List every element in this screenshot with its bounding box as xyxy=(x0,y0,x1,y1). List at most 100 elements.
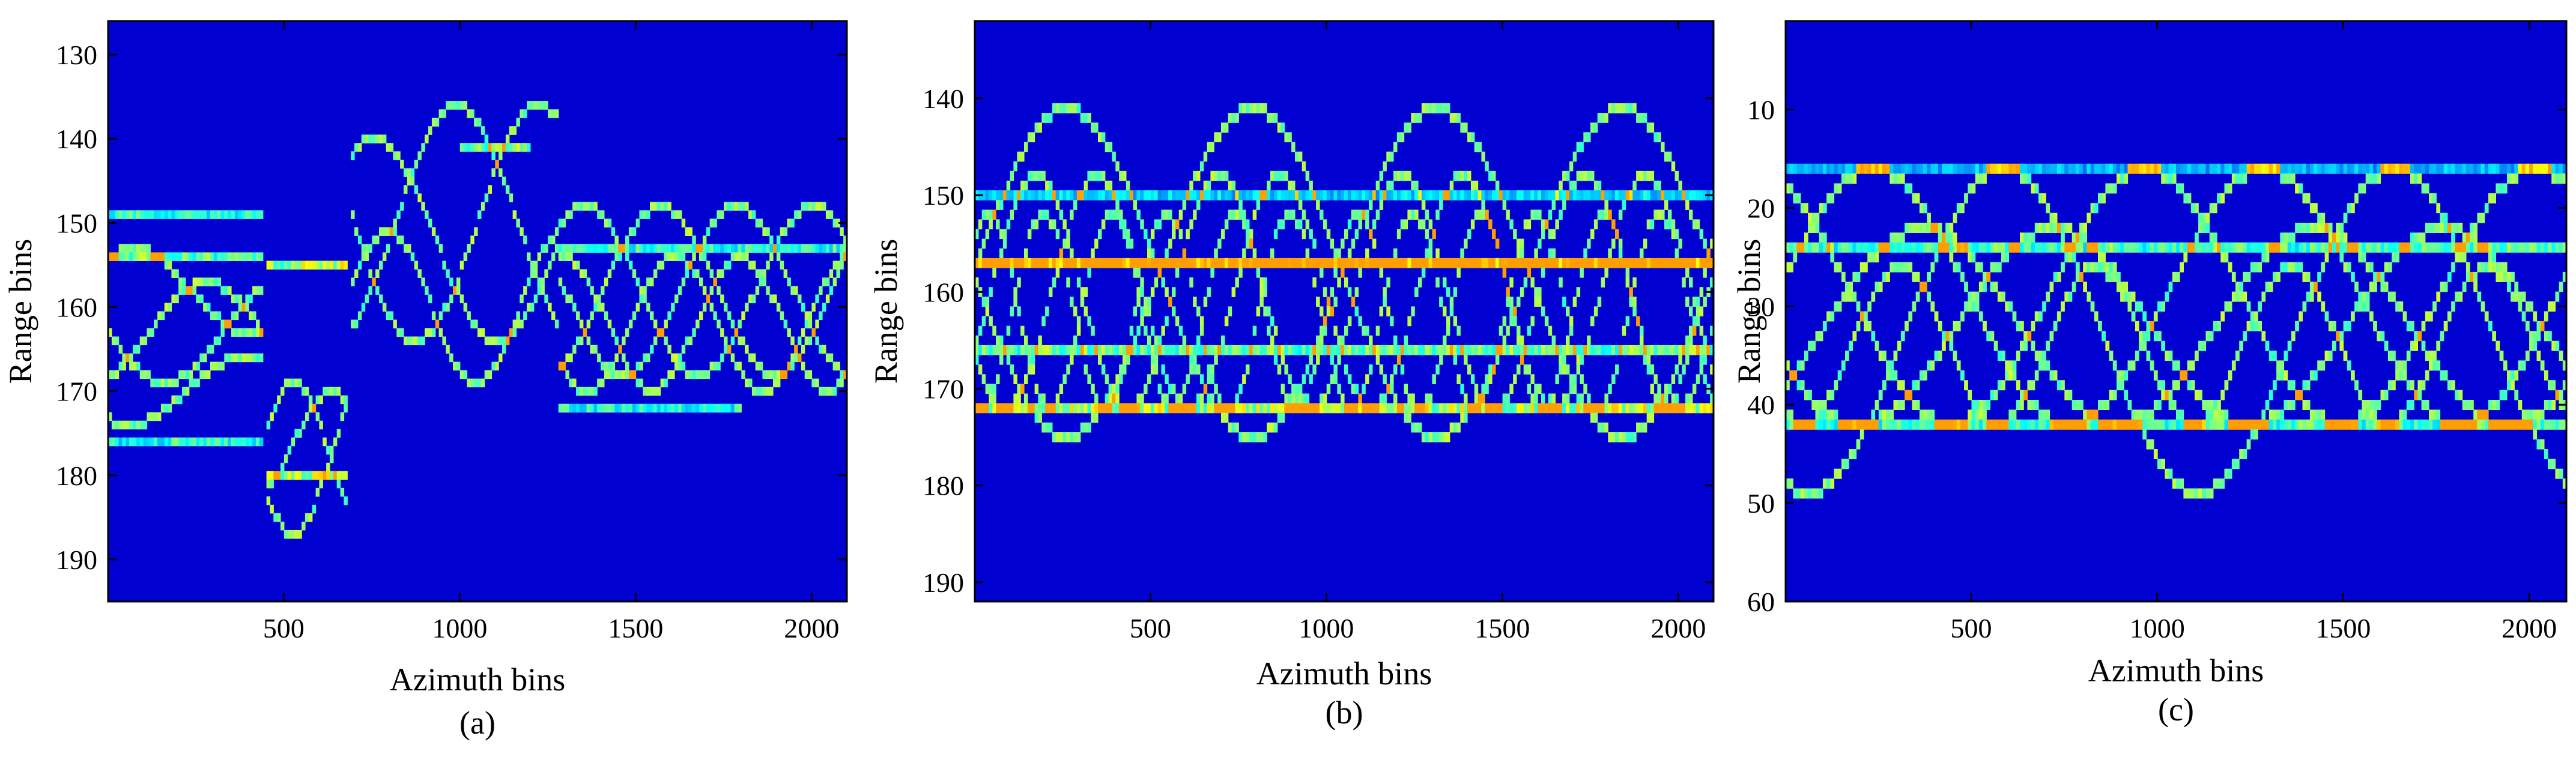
heatmap-cell xyxy=(2432,223,2437,233)
heatmap-cell xyxy=(410,336,415,346)
heatmap-cell xyxy=(2384,390,2389,400)
heatmap-cell xyxy=(2447,271,2452,282)
heatmap-cell xyxy=(1692,403,1697,414)
heatmap-cell xyxy=(523,286,527,295)
heatmap-cell xyxy=(1604,268,1608,278)
heatmap-cell xyxy=(1587,132,1591,142)
heatmap-cell xyxy=(2120,291,2124,302)
heatmap-cell xyxy=(1256,258,1261,268)
heatmap-cell xyxy=(1365,210,1369,220)
heatmap-cell xyxy=(351,210,355,219)
heatmap-cell xyxy=(1650,190,1655,201)
heatmap-cell xyxy=(724,303,728,312)
heatmap-cell xyxy=(1263,432,1267,442)
heatmap-cell xyxy=(1710,258,1714,268)
heatmap-cell xyxy=(1530,190,1535,201)
heatmap-cell xyxy=(1273,190,1278,201)
heatmap-cell xyxy=(1859,429,1864,440)
heatmap-cell xyxy=(2276,360,2281,371)
heatmap-cell xyxy=(2406,351,2411,361)
heatmap-cell xyxy=(178,437,183,447)
heatmap-cell xyxy=(1477,258,1482,268)
heatmap-cell xyxy=(1530,210,1535,220)
y-axis-label: Range bins xyxy=(1731,239,1767,384)
heatmap-cell xyxy=(1062,403,1067,414)
heatmap-cell xyxy=(1446,345,1450,355)
heatmap-cell xyxy=(164,210,169,219)
heatmap-cell xyxy=(2339,232,2344,243)
heatmap-cell xyxy=(1513,374,1517,384)
heatmap-cell xyxy=(1295,258,1299,268)
heatmap-cell xyxy=(1650,219,1655,230)
heatmap-cell xyxy=(787,244,791,253)
heatmap-cell xyxy=(516,319,520,329)
heatmap-cell xyxy=(1953,232,1957,243)
heatmap-cell xyxy=(632,403,637,413)
heatmap-cell xyxy=(1667,258,1672,268)
heatmap-cell xyxy=(1344,345,1348,355)
heatmap-cell xyxy=(2049,370,2054,381)
heatmap-cell xyxy=(1786,419,1790,430)
heatmap-cell xyxy=(656,403,661,413)
heatmap-cell xyxy=(646,303,650,312)
heatmap-cell xyxy=(2031,419,2035,430)
heatmap-cell xyxy=(1811,419,1816,430)
heatmap-cell xyxy=(1172,258,1176,268)
heatmap-cell xyxy=(1108,180,1113,191)
heatmap-cell xyxy=(1358,403,1362,414)
heatmap-cell xyxy=(2027,173,2032,184)
heatmap-cell xyxy=(2090,409,2095,420)
heatmap-cell xyxy=(801,345,805,354)
heatmap-cell xyxy=(315,487,320,497)
heatmap-cell xyxy=(551,109,556,118)
heatmap-cell xyxy=(1175,403,1180,414)
heatmap-cell xyxy=(843,252,847,261)
heatmap-cell xyxy=(2031,321,2035,331)
heatmap-cell xyxy=(2347,163,2351,174)
heatmap-cell xyxy=(1678,190,1682,201)
heatmap-cell xyxy=(1975,301,1980,312)
heatmap-cell xyxy=(2027,380,2032,391)
heatmap-cell xyxy=(819,202,823,211)
heatmap-cell xyxy=(1689,210,1693,220)
heatmap-cell xyxy=(1006,219,1011,230)
heatmap-cell xyxy=(196,361,200,371)
heatmap-cell xyxy=(724,244,728,253)
heatmap-cell xyxy=(2165,468,2169,479)
heatmap-cell xyxy=(1927,163,1931,174)
heatmap-cell xyxy=(1692,384,1697,394)
heatmap-cell xyxy=(2038,242,2043,253)
heatmap-cell xyxy=(1822,321,1827,331)
heatmap-cell xyxy=(2525,351,2530,361)
heatmap-cell xyxy=(1696,374,1700,384)
heatmap-cell xyxy=(1893,163,1898,174)
heatmap-cell xyxy=(185,210,190,219)
heatmap-cell xyxy=(2507,282,2511,292)
heatmap-cell xyxy=(1435,345,1440,355)
heatmap-cell xyxy=(1354,229,1359,240)
heatmap-cell xyxy=(1123,258,1127,268)
heatmap-cell xyxy=(1456,422,1461,433)
heatmap-cell xyxy=(1618,210,1623,220)
heatmap-cell xyxy=(2473,163,2478,174)
heatmap-cell xyxy=(1555,345,1559,355)
heatmap-cell xyxy=(1826,419,1831,430)
heatmap-cell xyxy=(1344,190,1348,201)
heatmap-cell xyxy=(1119,258,1123,268)
heatmap-cell xyxy=(1541,258,1545,268)
heatmap-cell xyxy=(713,361,717,371)
heatmap-cell xyxy=(762,269,766,278)
heatmap-cell xyxy=(118,345,123,354)
heatmap-cell xyxy=(1101,258,1106,268)
heatmap-cell xyxy=(1073,432,1077,442)
heatmap-cell xyxy=(1273,325,1278,336)
heatmap-cell xyxy=(1871,291,1876,302)
heatmap-cell xyxy=(1930,262,1935,273)
heatmap-cell xyxy=(234,252,239,261)
heatmap-cell xyxy=(2120,419,2124,430)
heatmap-cell xyxy=(713,277,717,286)
heatmap-cell xyxy=(2046,360,2050,371)
heatmap-cell xyxy=(558,244,563,253)
heatmap-cell xyxy=(1235,277,1239,288)
heatmap-cell xyxy=(1421,258,1426,268)
